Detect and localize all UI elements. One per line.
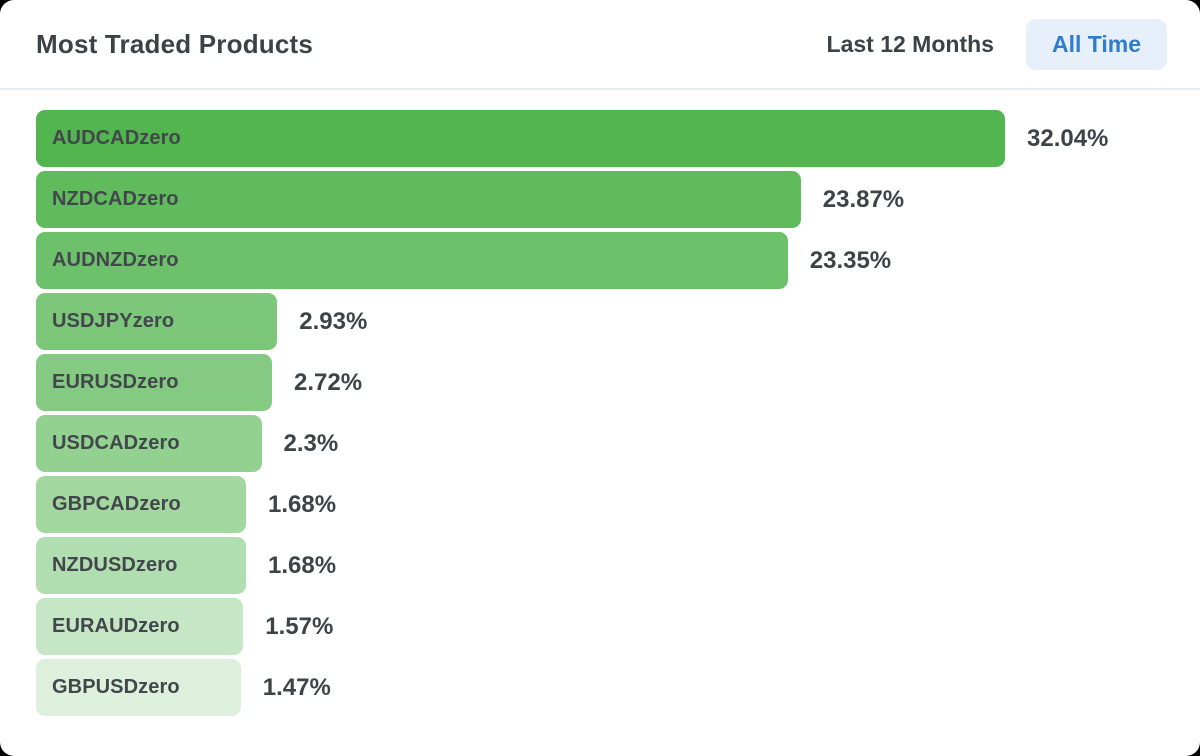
product-bar[interactable]: NZDCADzero	[36, 171, 801, 228]
product-label: EURUSDzero	[52, 371, 179, 393]
bar-row: NZDUSDzero 1.68%	[36, 537, 1164, 594]
tab-last-12-months[interactable]: Last 12 Months	[826, 30, 994, 57]
product-value: 23.87%	[822, 185, 905, 213]
product-label: USDCADzero	[52, 432, 180, 454]
product-bar[interactable]: AUDNZDzero	[36, 232, 788, 289]
card-header: Most Traded Products Last 12 Months All …	[0, 0, 1200, 90]
product-value: 2.93%	[299, 307, 368, 335]
bar-row: GBPCADzero 1.68%	[36, 476, 1164, 533]
product-bar[interactable]: EURUSDzero	[36, 354, 272, 411]
bar-row: EURUSDzero 2.72%	[36, 354, 1164, 411]
product-value: 2.3%	[283, 429, 339, 457]
product-bar[interactable]: GBPUSDzero	[36, 659, 241, 716]
product-label: GBPCADzero	[52, 493, 181, 515]
product-bar[interactable]: USDCADzero	[36, 415, 262, 472]
bar-row: AUDNZDzero 23.35%	[36, 232, 1164, 289]
product-value: 1.57%	[265, 612, 334, 640]
product-value: 23.35%	[809, 246, 892, 274]
product-label: NZDCADzero	[52, 188, 179, 210]
bar-row: EURAUDzero 1.57%	[36, 598, 1164, 655]
bar-row: USDCADzero 2.3%	[36, 415, 1164, 472]
product-label: EURAUDzero	[52, 615, 180, 637]
bar-chart: AUDCADzero 32.04% NZDCADzero 23.87% AUDNZDze…	[0, 90, 1200, 716]
product-value: 32.04%	[1027, 124, 1109, 152]
product-bar[interactable]: USDJPYzero	[36, 293, 278, 350]
bar-row: AUDCADzero 32.04%	[36, 110, 1164, 167]
product-bar[interactable]: NZDUSDzero	[36, 537, 246, 594]
page-title: Most Traded Products	[36, 28, 314, 59]
product-bar[interactable]: GBPCADzero	[36, 476, 246, 533]
bar-row: NZDCADzero 23.87%	[36, 171, 1164, 228]
product-label: NZDUSDzero	[52, 554, 178, 576]
time-range-tabs: Last 12 Months All Time	[826, 18, 1167, 70]
product-value: 1.47%	[262, 673, 331, 701]
bar-row: USDJPYzero 2.93%	[36, 293, 1164, 350]
product-value: 2.72%	[294, 368, 363, 396]
product-label: USDJPYzero	[52, 310, 175, 332]
product-value: 1.68%	[268, 551, 337, 579]
product-bar[interactable]: EURAUDzero	[36, 598, 244, 655]
product-bar[interactable]: AUDCADzero	[36, 110, 1005, 167]
product-value: 1.68%	[268, 490, 337, 518]
product-label: AUDCADzero	[52, 127, 181, 149]
product-label: AUDNZDzero	[52, 249, 179, 271]
bar-row: GBPUSDzero 1.47%	[36, 659, 1164, 716]
tab-all-time[interactable]: All Time	[1025, 18, 1167, 70]
product-label: GBPUSDzero	[52, 676, 180, 698]
